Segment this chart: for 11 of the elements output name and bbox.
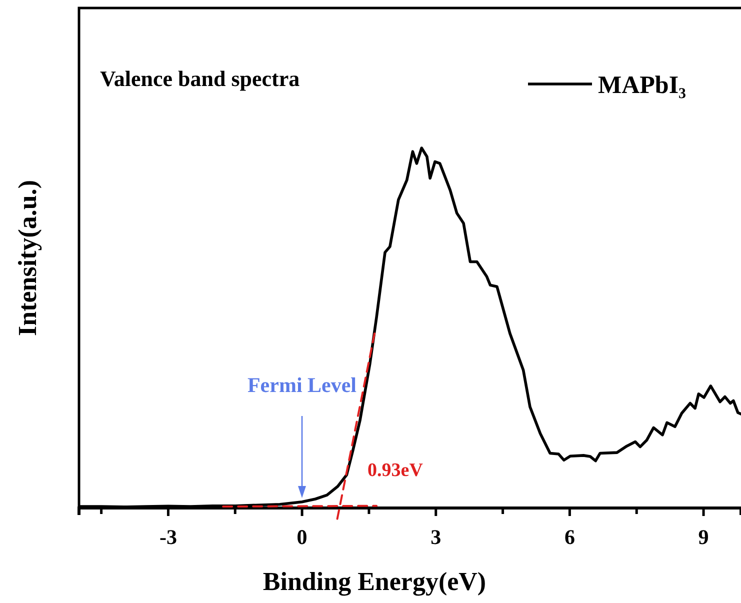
x-tick-label: 9 <box>698 524 709 549</box>
x-tick-label: -3 <box>159 524 177 549</box>
legend-label: MAPbI₃ <box>598 72 686 99</box>
text: Valence band spectra <box>100 66 300 91</box>
x-tick-label: 6 <box>564 524 575 549</box>
x-axis-title: Binding Energy(eV) <box>262 567 486 596</box>
x-tick-label: 3 <box>430 524 442 549</box>
annotation: Fermi Level <box>247 373 357 397</box>
x-tick-label: 0 <box>296 524 308 549</box>
annotation: 0.93eV <box>368 460 424 481</box>
y-axis-title: Intensity(a.u.) <box>13 180 42 336</box>
